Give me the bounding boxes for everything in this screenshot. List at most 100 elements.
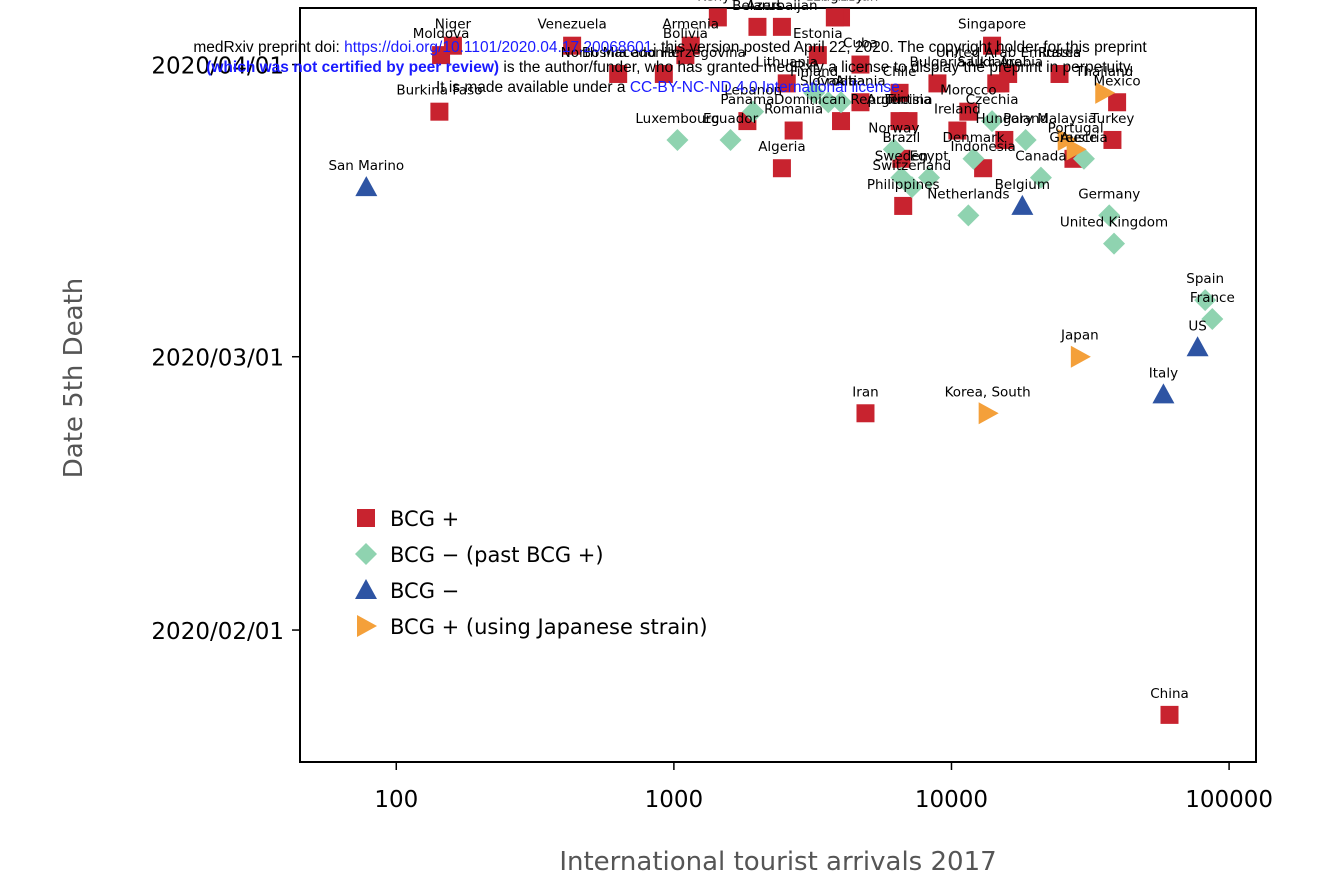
y-tick-label: 2020/04/01 [151,54,284,80]
point-niger [443,36,462,55]
point-label-italy: Italy [1149,365,1178,381]
point-albania [851,93,870,112]
point-spain [1194,289,1217,312]
point-label-slovakia: Slovakia [800,73,857,89]
point-singapore [983,36,1002,55]
point-philippines [894,196,913,215]
point-belarus [748,17,767,36]
point-label-panama: Panama [720,92,774,108]
point-russia [1050,64,1069,83]
point-japan [1070,345,1091,368]
point-us [1186,336,1209,357]
point-bosnia-and-herzegovina [654,64,673,83]
point-label-armenia: Armenia [662,17,719,33]
point-label-france: France [1190,290,1235,306]
point-label-lithuania: Lithuania [755,54,818,70]
point-label-kenya: Kenya [697,0,738,4]
point-label-bosnia-and-herzegovina: Bosnia and Herzegovina [582,45,746,61]
point-label-bolivia: Bolivia [663,26,708,42]
point-san-marino [355,176,378,197]
plot-frame [299,7,1257,763]
point-venezuela [563,36,582,55]
doi-link[interactable]: https://doi.org/10.1101/2020.04.17.20068… [344,39,653,56]
point-label-algeria: Algeria [758,139,805,155]
point-label-tunisia: Tunisia [884,92,931,108]
point-label-philippines: Philippines [867,177,940,193]
preprint-prefix: medRxiv preprint doi: [193,39,345,56]
legend-marker-triangle-right [357,615,377,637]
not-peer-reviewed-note: (which was not certified by peer review) [206,59,500,76]
point-label-us: US [1188,318,1206,334]
point-iran [856,404,875,423]
point-label-argentina: Argentina [867,92,933,108]
point-czechia [981,110,1004,133]
point-label-united-arab-emirates: United Arab Emirates [936,45,1080,61]
legend-label-triangle-right: BCG + (using Japanese strain) [390,615,708,639]
point-label-romania: Romania [764,102,823,118]
point-label-dominican-republic: Dominican Republic [774,92,908,108]
point-norway [882,138,905,161]
point-bulgaria [928,74,947,93]
point-label-denmark: Denmark [942,130,1004,146]
point-uruguay [825,8,844,27]
point-canada [1029,166,1052,189]
point-luxembourg [666,128,689,151]
x-tick-label: 10000 [915,787,988,813]
point-label-albania: Albania [835,73,885,89]
point-label-lebanon: Lebanon [724,83,782,99]
point-cuba [851,55,870,74]
point-label-ecuador: Ecuador [703,111,759,127]
point-bolivia [676,46,695,65]
x-tick-label: 100000 [1185,787,1273,813]
y-axis-label: Date 5th Death [59,278,89,479]
point-label-saudi-arabia: Saudi Arabia [958,54,1044,70]
point-label-czechia: Czechia [966,92,1019,108]
point-burkina-faso [430,102,449,121]
point-label-san-marino: San Marino [328,158,404,174]
point-algeria [772,159,791,178]
point-label-germany: Germany [1078,186,1140,202]
point-italy [1152,383,1175,404]
point-label-uruguay: Uruguay [806,0,863,4]
point-turkey [1103,130,1122,149]
point-lithuania [777,74,796,93]
point-label-north-macedonia: North Macedonia [561,45,676,61]
point-label-norway: Norway [868,120,919,136]
point-label-finland: Finland [790,64,838,80]
point-label-sweden: Sweden [875,149,928,165]
point-label-malaysia: Malaysia [1037,111,1096,127]
point-label-indonesia: Indonesia [950,139,1015,155]
x-tick-label: 100 [374,787,418,813]
point-label-portugal: Portugal [1048,120,1104,136]
point-mexico [1108,93,1127,112]
point-label-cuba: Cuba [843,36,878,52]
point-romania [784,121,803,140]
y-tick-label: 2020/03/01 [151,346,284,372]
license-prefix: It is made available under a [435,79,630,96]
point-label-estonia: Estonia [793,26,843,42]
x-tick-label: 1000 [645,787,704,813]
point-label-bulgaria: Bulgaria [909,54,965,70]
point-label-hungary: Hungary [975,111,1033,127]
x-axis-label: International tourist arrivals 2017 [559,847,996,877]
point-label-ukraine: Ukraine [970,54,1022,70]
point-label-iran: Iran [852,384,878,400]
point-portugal [1066,138,1087,161]
preprint-posted-text: ; this version posted April 22, 2020. Th… [652,39,1147,56]
point-label-japan: Japan [1060,328,1099,344]
legend-label-diamond: BCG − (past BCG +) [390,543,604,567]
point-korea-south [978,402,999,425]
point-label-spain: Spain [1186,271,1224,287]
point-label-austria: Austria [1060,130,1108,146]
point-label-burkina-faso: Burkina Faso [396,83,482,99]
point-azerbaijan [772,17,791,36]
point-label-canada: Canada [1015,149,1066,165]
point-finland [803,81,826,104]
point-label-china: China [1150,686,1189,702]
point-label-chile: Chile [883,64,917,80]
point-label-uzbekistan: Uzbekistan [804,0,879,4]
point-label-russia: Russia [1038,45,1081,61]
license-link[interactable]: CC-BY-NC-ND 4.0 International license [629,79,900,96]
point-label-moldova: Moldova [413,26,470,42]
